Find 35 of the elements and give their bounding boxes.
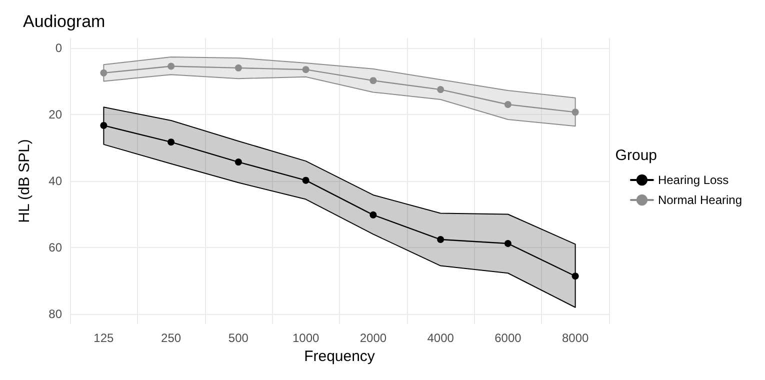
x-axis-title: Frequency [304,348,376,365]
y-tick-label: 40 [48,174,62,188]
y-axis-title: HL (dB SPL) [16,139,33,223]
point [100,69,108,76]
legend-label: Normal Hearing [658,193,742,207]
point [168,138,175,146]
y-tick-label: 20 [48,107,62,122]
x-tick-label: 2000 [360,331,387,345]
legend-label: Hearing Loss [658,173,729,187]
point [370,211,377,218]
point [437,236,444,244]
point [437,86,444,94]
point [168,62,175,70]
point [370,77,377,84]
point [302,66,310,74]
chart-title: Audiogram [23,12,106,31]
x-tick-label: 4000 [427,331,454,345]
legend-title: Group [615,147,658,164]
y-tick-label: 0 [55,40,62,55]
point [302,176,310,184]
y-tick-label: 60 [48,240,62,255]
x-tick-label: 1000 [292,331,320,345]
point [234,64,242,72]
point [572,272,579,280]
point [234,158,242,166]
point [504,101,512,108]
point [504,240,512,248]
x-tick-label: 250 [161,331,182,345]
point [100,122,108,129]
x-tick-label: 500 [228,331,249,345]
y-tick-label: 80 [48,307,62,322]
x-tick-label: 8000 [562,331,589,345]
point [572,108,579,116]
x-tick-label: 6000 [494,331,522,345]
x-tick-label: 125 [94,331,114,345]
